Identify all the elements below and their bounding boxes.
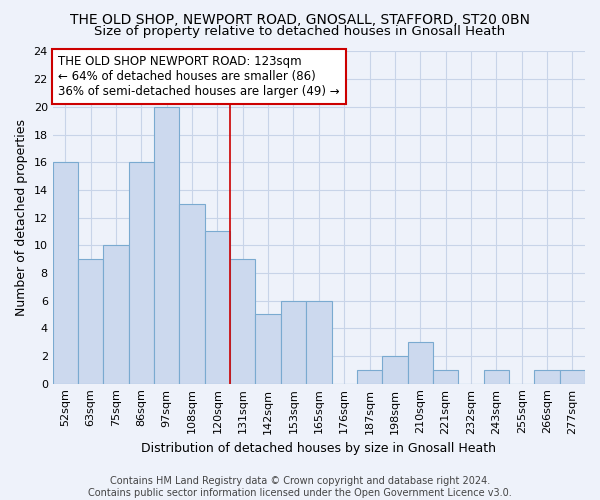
Bar xyxy=(535,370,560,384)
Bar xyxy=(230,259,256,384)
Text: THE OLD SHOP NEWPORT ROAD: 123sqm
← 64% of detached houses are smaller (86)
36% : THE OLD SHOP NEWPORT ROAD: 123sqm ← 64% … xyxy=(58,55,340,98)
Text: Size of property relative to detached houses in Gnosall Heath: Size of property relative to detached ho… xyxy=(94,25,506,38)
Bar xyxy=(103,246,129,384)
Bar xyxy=(281,300,306,384)
Bar xyxy=(306,300,332,384)
Bar xyxy=(256,314,281,384)
Bar xyxy=(357,370,382,384)
Bar xyxy=(433,370,458,384)
Bar xyxy=(560,370,585,384)
Bar xyxy=(205,232,230,384)
Bar xyxy=(382,356,407,384)
Bar xyxy=(53,162,78,384)
X-axis label: Distribution of detached houses by size in Gnosall Heath: Distribution of detached houses by size … xyxy=(142,442,496,455)
Bar xyxy=(78,259,103,384)
Y-axis label: Number of detached properties: Number of detached properties xyxy=(15,119,28,316)
Bar xyxy=(179,204,205,384)
Text: THE OLD SHOP, NEWPORT ROAD, GNOSALL, STAFFORD, ST20 0BN: THE OLD SHOP, NEWPORT ROAD, GNOSALL, STA… xyxy=(70,12,530,26)
Bar xyxy=(129,162,154,384)
Bar xyxy=(407,342,433,384)
Bar xyxy=(154,107,179,384)
Bar xyxy=(484,370,509,384)
Text: Contains HM Land Registry data © Crown copyright and database right 2024.
Contai: Contains HM Land Registry data © Crown c… xyxy=(88,476,512,498)
